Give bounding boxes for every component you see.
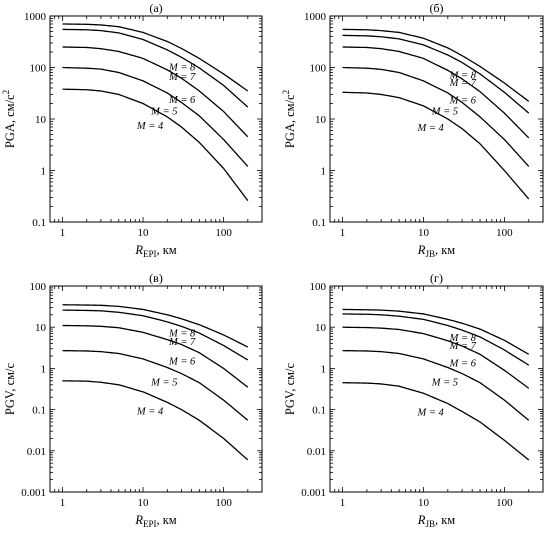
x-axis-label: REPI, км xyxy=(134,513,176,529)
series-line-3 xyxy=(62,324,249,388)
panel-label: (г) xyxy=(430,271,443,285)
x-tick-label: 1 xyxy=(60,497,66,509)
series-label: M = 4 xyxy=(416,408,444,419)
series-line-5 xyxy=(62,23,249,92)
series-line-3 xyxy=(62,46,249,138)
series-line-4 xyxy=(62,309,249,361)
y-axis-label: PGA, см/с2 xyxy=(281,90,297,148)
y-tick-label: 0.1 xyxy=(312,217,326,229)
series-line-4 xyxy=(342,313,530,366)
series-label: M = 7 xyxy=(168,72,196,83)
series-label: M = 8 xyxy=(449,70,477,81)
series-label: M = 7 xyxy=(449,78,477,89)
series-label: M = 5 xyxy=(150,106,177,117)
panel-label: (б) xyxy=(429,1,443,15)
y-axis-label: PGV, см/с xyxy=(3,362,17,415)
series-line-2 xyxy=(62,66,249,167)
plot-frame xyxy=(49,285,263,493)
series-line-3 xyxy=(342,326,530,389)
y-tick-label: 10 xyxy=(315,114,327,126)
y-tick-label: 0.001 xyxy=(301,487,326,499)
x-tick-label: 10 xyxy=(138,227,150,239)
y-axis-label: PGA, см/с2 xyxy=(1,90,17,148)
y-tick-label: 0.01 xyxy=(27,446,46,458)
series-line-3 xyxy=(342,46,530,139)
x-axis-label: RJB, км xyxy=(417,513,455,529)
series-label: M = 4 xyxy=(136,121,164,132)
y-tick-label: 0.01 xyxy=(307,446,326,458)
x-axis-label: REPI, км xyxy=(134,243,176,259)
series-label: M = 4 xyxy=(416,123,444,134)
chart-panel-1: 1 10 100 0.1 1 10 100 1000 (а) REPI, км PGA, см/с2… xyxy=(1,1,263,259)
y-tick-label: 0.1 xyxy=(32,405,46,417)
series-label: M = 6 xyxy=(168,95,196,106)
y-tick-label: 10 xyxy=(35,114,47,126)
chart-panel-4: 1 10 100 0.001 0.01 0.1 1 10 100 (г) RJB, км PGV, с… xyxy=(283,271,544,529)
series-line-1 xyxy=(342,382,530,461)
y-tick-label: 100 xyxy=(30,63,47,75)
y-tick-label: 0.001 xyxy=(21,487,46,499)
series-label: M = 6 xyxy=(449,96,477,107)
series-label: M = 7 xyxy=(168,337,196,348)
series-line-5 xyxy=(62,304,249,348)
y-tick-label: 1 xyxy=(321,363,327,375)
series-line-1 xyxy=(62,380,249,461)
chart-panel-3: 1 10 100 0.001 0.01 0.1 1 10 100 (в) REPI, км PGV, … xyxy=(3,271,263,529)
series-label: M = 5 xyxy=(150,378,177,389)
y-tick-label: 100 xyxy=(30,281,47,293)
y-tick-label: 100 xyxy=(310,281,327,293)
y-tick-label: 1000 xyxy=(304,11,327,23)
x-tick-label: 1 xyxy=(60,227,66,239)
x-tick-label: 1 xyxy=(340,227,346,239)
series-line-5 xyxy=(342,308,530,355)
y-tick-label: 10 xyxy=(35,322,47,334)
series-label: M = 8 xyxy=(449,333,477,344)
panel-label: (а) xyxy=(149,1,162,15)
y-tick-label: 1000 xyxy=(24,11,47,23)
x-tick-label: 100 xyxy=(496,227,513,239)
panel-label: (в) xyxy=(149,271,163,285)
x-tick-label: 1 xyxy=(340,497,346,509)
chart-panel-2: 1 10 100 0.1 1 10 100 1000 (б) RJB, км PGA, см/с2 M… xyxy=(281,1,544,259)
y-tick-label: 1 xyxy=(41,166,47,178)
y-tick-label: 0.1 xyxy=(312,405,326,417)
x-tick-label: 100 xyxy=(496,497,513,509)
series-line-2 xyxy=(62,349,249,421)
x-axis-label: RJB, км xyxy=(417,243,455,259)
x-tick-label: 100 xyxy=(215,227,232,239)
series-label: M = 5 xyxy=(431,378,458,389)
y-tick-label: 1 xyxy=(321,166,327,178)
series-label: M = 4 xyxy=(136,406,164,417)
x-tick-label: 10 xyxy=(138,497,150,509)
series-line-4 xyxy=(342,34,530,114)
y-axis-label: PGV, см/с xyxy=(283,362,297,415)
y-tick-label: 10 xyxy=(315,322,327,334)
plot-frame xyxy=(329,285,544,493)
series-label: M = 5 xyxy=(431,106,458,117)
series-line-4 xyxy=(62,28,249,108)
series-label: M = 8 xyxy=(168,329,196,340)
series-line-1 xyxy=(342,91,530,200)
x-tick-label: 10 xyxy=(418,497,430,509)
series-line-2 xyxy=(342,349,530,421)
x-tick-label: 10 xyxy=(418,227,430,239)
series-label: M = 6 xyxy=(168,357,196,368)
y-tick-label: 0.1 xyxy=(32,217,46,229)
series-label: M = 8 xyxy=(168,62,196,73)
series-line-1 xyxy=(62,88,249,202)
series-line-2 xyxy=(342,66,530,167)
y-tick-label: 1 xyxy=(41,363,47,375)
y-tick-label: 100 xyxy=(310,63,327,75)
series-label: M = 6 xyxy=(449,358,477,369)
series-line-5 xyxy=(342,28,530,102)
x-tick-label: 100 xyxy=(215,497,232,509)
